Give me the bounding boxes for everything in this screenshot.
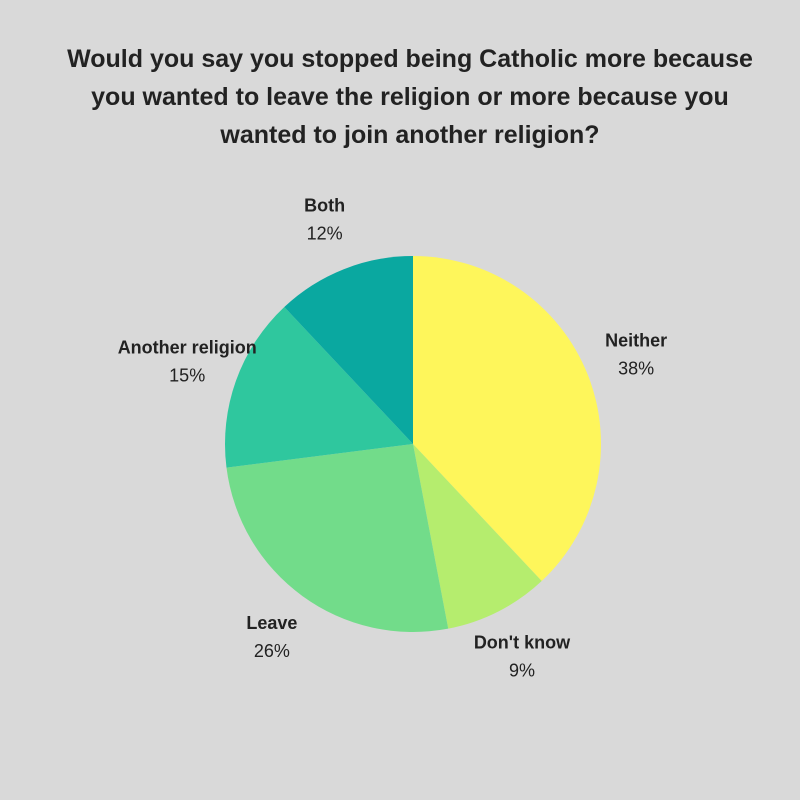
slice-label: Both (304, 196, 345, 216)
slice-value: 12% (307, 224, 343, 244)
slice-value: 38% (618, 358, 654, 378)
pie-slice (413, 256, 601, 582)
slice-label: Another religion (118, 337, 257, 357)
pie-slice (224, 306, 413, 468)
slice-value: 15% (169, 365, 205, 385)
chart-title: Would you say you stopped being Catholic… (67, 45, 753, 149)
pie-slice (413, 444, 542, 629)
pie-slice (226, 444, 449, 632)
slice-label: Don't know (474, 633, 571, 653)
slice-label: Neither (605, 330, 667, 350)
pie-slice (284, 256, 413, 444)
slice-value: 9% (509, 661, 535, 681)
slice-value: 26% (254, 641, 290, 661)
slice-label: Leave (246, 613, 297, 633)
